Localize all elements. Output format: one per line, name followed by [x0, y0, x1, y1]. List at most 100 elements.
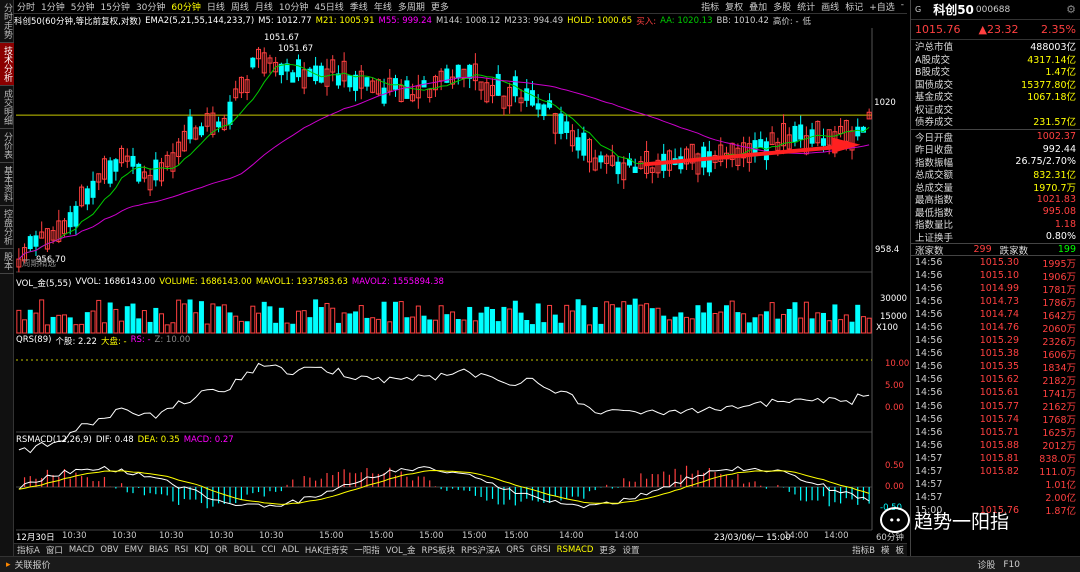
volume-bar: [632, 298, 638, 334]
index-stats: 今日开盘 1002.37 昨日收盘 992.44 指数振幅 26.75/2.70% 总成交额…: [911, 131, 1080, 244]
bottom-right-0[interactable]: 指标B: [852, 546, 875, 556]
diag-button[interactable]: 诊股: [977, 561, 996, 571]
candle-body: [261, 52, 267, 74]
tick-row[interactable]: 14:56 1015.71 1625万: [911, 426, 1080, 440]
tick-row[interactable]: 14:56 1015.30 1995万: [911, 256, 1080, 270]
indicator-tab-4[interactable]: EMV: [124, 545, 143, 555]
toolbar-right-1[interactable]: 复权: [725, 3, 744, 13]
period-tab-6[interactable]: 日线: [206, 3, 225, 13]
tick-row[interactable]: 14:56 1015.88 2012万: [911, 439, 1080, 453]
candle-body: [216, 121, 222, 128]
market-stat-row-4: 基金成交 1067.18亿: [911, 90, 1080, 103]
bottom-right-1[interactable]: 模: [880, 546, 890, 556]
tick-row[interactable]: 14:56 1015.61 1741万: [911, 386, 1080, 400]
tick-volume: 1906万: [1042, 271, 1076, 283]
left-tab-3[interactable]: 分价表: [0, 129, 14, 163]
left-tab-2[interactable]: 成交明细: [0, 86, 14, 129]
period-tab-9[interactable]: 10分钟: [278, 3, 309, 13]
tick-row[interactable]: 14:56 1015.10 1906万: [911, 269, 1080, 283]
indicator-tab-0[interactable]: 指标A: [17, 546, 40, 556]
index-stat-value: 1021.83: [1036, 193, 1076, 205]
tick-time: 14:57: [915, 452, 943, 464]
indicator-tab-3[interactable]: OBV: [100, 545, 119, 555]
f10-button[interactable]: F10: [1003, 559, 1020, 570]
indicator-tab-18[interactable]: GRSI: [530, 545, 551, 555]
status-link[interactable]: 关联报价: [14, 561, 51, 571]
tick-row[interactable]: 14:57 1.01亿: [911, 478, 1080, 492]
period-tab-14[interactable]: 更多: [430, 3, 449, 13]
tick-row[interactable]: 14:57 2.00亿: [911, 491, 1080, 505]
candle-body: [592, 157, 598, 171]
candle-body: [655, 159, 661, 174]
volume-bar: [267, 306, 273, 334]
candle-body: [529, 90, 535, 106]
indicator-tab-7[interactable]: KDJ: [194, 545, 209, 555]
indicator-tab-15[interactable]: RPS板块: [421, 546, 455, 556]
toolbar-right-6[interactable]: 标记: [845, 3, 864, 13]
tick-row[interactable]: 14:56 1014.76 2060万: [911, 321, 1080, 335]
indicator-tab-10[interactable]: CCI: [261, 545, 276, 555]
toolbar-right-8[interactable]: -: [900, 0, 904, 10]
period-tab-7[interactable]: 周线: [230, 3, 249, 13]
period-tab-10[interactable]: 45日线: [314, 3, 344, 13]
tick-row[interactable]: 14:56 1014.99 1781万: [911, 282, 1080, 296]
toolbar-right-3[interactable]: 多股: [773, 3, 792, 13]
period-tab-1[interactable]: 1分钟: [41, 3, 65, 13]
tick-row[interactable]: 14:56 1015.74 1768万: [911, 413, 1080, 427]
left-tab-6[interactable]: 股本: [0, 249, 14, 274]
volume-bar: [581, 305, 587, 334]
tick-row[interactable]: 14:56 1014.74 1642万: [911, 308, 1080, 322]
toolbar-right-7[interactable]: +自选: [869, 3, 895, 13]
indicator-tab-21[interactable]: 设置: [622, 546, 640, 556]
toolbar-right-2[interactable]: 叠加: [749, 3, 768, 13]
indicator-tab-2[interactable]: MACD: [68, 545, 95, 555]
indicator-tab-19[interactable]: RSMACD: [556, 545, 594, 555]
bottom-right-2[interactable]: 板: [895, 546, 904, 556]
period-tab-3[interactable]: 15分钟: [100, 3, 130, 13]
tick-row[interactable]: 14:56 1015.62 2182万: [911, 373, 1080, 387]
candle-body: [706, 151, 712, 173]
period-tab-13[interactable]: 多周期: [397, 3, 425, 13]
toolbar-right-5[interactable]: 画线: [821, 3, 840, 13]
toolbar-right-4[interactable]: 统计: [797, 3, 816, 13]
indicator-tab-20[interactable]: 更多: [599, 546, 617, 556]
indicator-tab-6[interactable]: RSI: [174, 545, 189, 555]
period-tab-12[interactable]: 年线: [373, 3, 392, 13]
indicator-tab-12[interactable]: HAK庄奇安: [304, 546, 349, 556]
tick-row[interactable]: 14:56 1015.77 2162万: [911, 400, 1080, 414]
tick-row[interactable]: 15:00 1015.76 1.87亿: [911, 504, 1080, 518]
left-tab-0[interactable]: 分时走势: [0, 0, 14, 43]
tick-row[interactable]: 14:56 1014.73 1786万: [911, 295, 1080, 309]
period-tab-11[interactable]: 季线: [349, 3, 368, 13]
toolbar-right-0[interactable]: 指标: [701, 3, 720, 13]
left-tab-4[interactable]: 基本资料: [0, 163, 14, 206]
period-tab-5[interactable]: 60分钟: [171, 3, 201, 13]
left-tab-5[interactable]: 控盘分析: [0, 206, 14, 249]
volume-bar: [79, 323, 85, 334]
indicator-tab-13[interactable]: 一阳指: [354, 546, 380, 556]
period-tab-8[interactable]: 月线: [254, 3, 273, 13]
indicator-tab-14[interactable]: VOL_金: [385, 546, 416, 556]
indicator-tab-11[interactable]: ADL: [281, 545, 299, 555]
indicator-tab-8[interactable]: QR: [214, 545, 228, 555]
indicator-tab-5[interactable]: BIAS: [148, 545, 169, 555]
left-tab-1[interactable]: 技术分析: [0, 43, 14, 86]
tick-row[interactable]: 14:57 1015.81 838.0万: [911, 452, 1080, 466]
candle-body: [324, 68, 330, 87]
tick-row[interactable]: 14:56 1015.38 1606万: [911, 347, 1080, 361]
indicator-tab-17[interactable]: QRS: [506, 545, 525, 555]
period-tab-2[interactable]: 5分钟: [70, 3, 95, 13]
indicator-tab-1[interactable]: 窗口: [45, 546, 63, 556]
indicator-tab-9[interactable]: BOLL: [233, 545, 256, 555]
period-tab-0[interactable]: 分时: [17, 3, 36, 13]
tick-row[interactable]: 14:57 1015.82 111.0万: [911, 465, 1080, 479]
tick-list[interactable]: 14:56 1015.30 1995万 14:56 1015.10 1906万 14:56 1…: [911, 256, 1080, 517]
candle-body: [62, 220, 68, 235]
indicator-tab-16[interactable]: RPS沪深A: [460, 546, 501, 556]
tick-row[interactable]: 14:56 1015.29 2326万: [911, 334, 1080, 348]
tick-price: 1014.99: [979, 283, 1019, 295]
period-tab-4[interactable]: 30分钟: [135, 3, 166, 13]
tick-row[interactable]: 14:56 1015.35 1834万: [911, 360, 1080, 374]
settings-icon[interactable]: ⚙: [1066, 3, 1076, 16]
